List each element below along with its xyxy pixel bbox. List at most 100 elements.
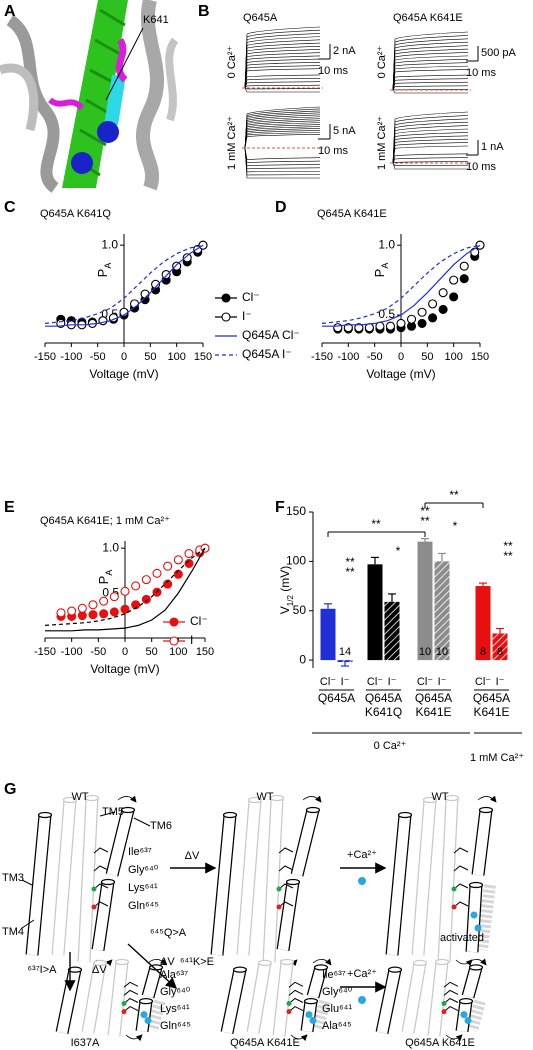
ghost-helix [476,884,496,951]
data-point [152,568,162,578]
ghost-helix [466,999,486,1032]
data-point [131,600,141,610]
helix-cap [397,811,413,819]
trace [244,147,321,161]
legend-marker [169,617,179,627]
helix-inner [428,961,448,1037]
y-label-sub: A [380,263,390,269]
trace [392,157,469,164]
x-tick-label: 100 [444,351,462,363]
calcium [470,911,478,919]
diagram-label: Ala⁶⁴⁵ [322,1020,352,1032]
legend-marker [221,293,231,303]
trace [392,161,469,164]
legend-marker [221,312,231,322]
y-label-sub: A [103,263,113,269]
x-tick-label: -100 [60,351,82,363]
data-point [56,608,66,618]
row-label: 0 Ca²⁺ [226,45,238,78]
scale-label: 10 ms [318,145,348,157]
panel-letter: D [275,199,287,216]
n-label: 14 [339,646,351,658]
diagram-label: Ile⁶³⁷ [322,969,346,981]
side-chain [453,847,469,854]
data-point [173,555,183,565]
data-point [470,247,480,257]
x-tick-label: 50 [144,351,156,363]
residue-label: K641 [143,14,169,26]
helix-cap [387,966,403,973]
y-tick-label: 1.0 [101,237,118,251]
chart-title: Q645A K641Q [40,208,111,220]
y-label-main: V [278,606,292,614]
helix-inner [56,968,81,1034]
significance: ** [503,549,513,563]
side-chain [443,989,459,996]
data-point [131,581,141,591]
x-tick-label: 50 [146,646,158,658]
data-point [141,594,151,604]
bar-hatch [337,660,353,663]
fit-curve [45,547,206,632]
bar [320,608,336,661]
trace [244,81,321,89]
bar [417,541,433,661]
x-tick-label: -100 [337,351,359,363]
diagram-label: TM6 [150,820,172,832]
y-axis-label: PA [96,570,114,585]
legend-label: I⁻ [190,633,200,647]
calcium [358,996,366,1004]
atom [286,1001,292,1006]
helix-cap [444,794,460,802]
calcium [140,1011,148,1019]
helix-cap [257,959,273,967]
y-tick-label: 150 [286,504,306,518]
diagram-label: Gln⁶⁴⁵ [160,1020,191,1032]
helix-cap [279,958,295,966]
bar-hatch [434,561,450,661]
y-tick-label: 0 [299,652,306,666]
category-label: Cl⁻ [320,676,336,688]
group-label: Q645A [365,691,402,705]
side-chain [443,1006,459,1012]
x-tick-label: 50 [421,351,433,363]
bar [367,564,383,661]
significance: ** [503,539,513,553]
fit-curve [45,244,204,327]
trace [392,74,469,91]
helix-inner [307,966,327,999]
side-chain [278,865,294,872]
helix-cap [285,878,301,886]
significance: * [396,544,401,558]
trace [392,69,469,91]
trace [392,153,469,164]
trace [244,147,321,170]
x-tick-label: -50 [90,646,106,658]
data-point [438,304,448,315]
current-traces [392,31,469,94]
trace [392,142,469,164]
callout [21,879,33,886]
trace [244,106,321,149]
side-chain [123,981,139,988]
x-tick-label: 150 [196,646,214,658]
data-point [140,289,150,299]
trace [244,134,321,149]
side-chain [278,883,294,890]
trace [244,147,320,179]
rotation-arrow [312,958,332,966]
panel-letter: F [275,499,285,516]
fit-curve [322,244,481,327]
diagram-label: Lys⁶⁴¹ [128,882,158,894]
data-point [406,314,417,324]
y-tick-label: 1.0 [102,540,119,554]
x-axis-label: Voltage (mV) [90,662,159,676]
x-tick-label: -50 [367,351,383,363]
helix-inner [78,797,98,963]
helix-inner [82,962,106,1034]
condition-label: 1 mM Ca²⁺ [470,752,524,764]
helix-inner [211,814,236,956]
helix-cap [412,959,428,967]
side-chain [93,847,109,854]
diagram-label: Lys⁶⁴¹ [160,1003,190,1015]
